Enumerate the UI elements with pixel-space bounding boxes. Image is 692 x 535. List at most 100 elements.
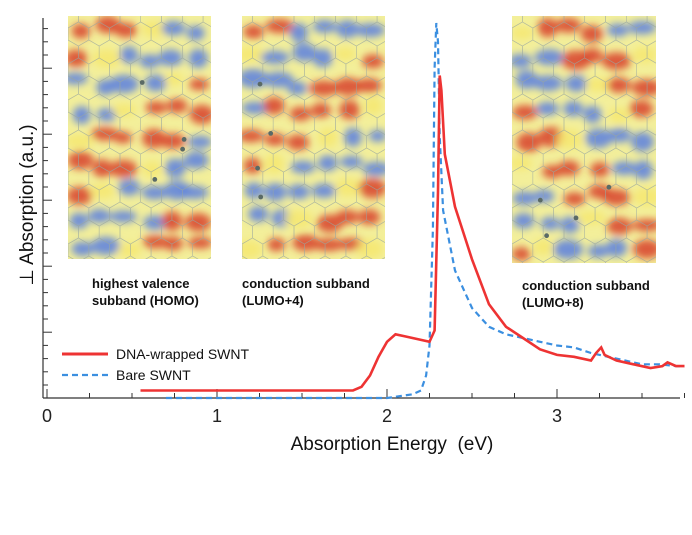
lattice-hexagon	[242, 99, 243, 113]
lattice-hexagon	[481, 40, 502, 64]
lattice-hexagon	[202, 149, 211, 171]
lattice-hexagon	[172, 0, 193, 10]
orbital-lobe	[242, 129, 265, 143]
orbital-lobe	[363, 96, 383, 116]
orbital-lobe	[142, 235, 169, 249]
orbital-lobe	[142, 161, 163, 178]
lattice-hexagon	[388, 22, 409, 46]
lattice-hexagon	[658, 0, 679, 10]
lattice-hexagon	[242, 135, 243, 149]
lattice-hexagon	[646, 112, 656, 136]
orbital-lobe	[633, 187, 656, 207]
orbital-lobe	[187, 236, 211, 249]
lattice-hexagon	[214, 202, 235, 226]
orbital-lobe	[242, 68, 268, 89]
lattice-hexagon	[37, 4, 58, 28]
orbital-lobe	[316, 214, 343, 233]
lattice-atom-marker	[606, 184, 612, 190]
orbital-lobe	[242, 240, 263, 259]
orbital-lobe	[334, 47, 356, 61]
orbital-lobe	[606, 217, 633, 235]
lattice-hexagon	[376, 41, 385, 63]
orbital-lobe	[287, 184, 310, 200]
orbital-lobe	[243, 24, 264, 39]
orbital-map-lumo-8	[481, 0, 679, 263]
orbital-lobe	[533, 238, 554, 256]
lattice-hexagon	[658, 22, 679, 46]
orbital-lobe	[601, 52, 632, 70]
lattice-hexagon	[284, 0, 305, 10]
orbital-lobe	[557, 160, 580, 176]
orbital-lobe	[110, 210, 137, 223]
lattice-hexagon	[37, 148, 58, 172]
orbital-lobe	[289, 106, 312, 122]
orbital-lobe	[292, 43, 317, 62]
lattice-hexagon	[211, 112, 232, 136]
lattice-atom-marker	[180, 146, 186, 152]
lattice-hexagon	[193, 0, 214, 10]
lattice-hexagon	[242, 0, 263, 10]
orbital-lobe	[164, 72, 184, 86]
orbital-lobe	[142, 128, 166, 149]
series-line-bare-swnt	[166, 22, 685, 400]
lattice-hexagon	[68, 63, 69, 77]
x-axis-title: Absorption Energy (eV)	[291, 434, 494, 455]
lattice-hexagon	[512, 63, 513, 77]
lattice-hexagon	[512, 135, 513, 149]
lattice-atom-marker	[139, 80, 145, 85]
lattice-hexagon	[512, 27, 513, 41]
legend-label-bare: Bare SWNT	[116, 367, 191, 383]
lattice-hexagon	[658, 130, 679, 154]
lattice-hexagon	[388, 202, 409, 226]
inset-caption-1-line-2: (LUMO+4)	[242, 293, 304, 308]
lattice-atom-marker	[573, 215, 579, 221]
orbital-lobe	[563, 101, 584, 117]
lattice-hexagon	[37, 256, 58, 280]
lattice-hexagon	[388, 0, 409, 10]
orbital-lobe	[556, 129, 583, 150]
orbital-lobe	[632, 219, 656, 232]
orbital-lobe	[565, 75, 588, 92]
lattice-hexagon	[68, 27, 69, 41]
lattice-hexagon	[481, 112, 502, 136]
orbital-lobe	[368, 129, 385, 142]
lattice-hexagon	[388, 238, 409, 262]
orbital-lobe	[161, 211, 183, 231]
orbital-lobe	[336, 20, 359, 39]
lattice-hexagon	[68, 135, 69, 149]
orbital-lobe	[583, 105, 602, 124]
orbital-lobe	[160, 133, 186, 149]
lattice-hexagon	[388, 94, 409, 118]
lattice-hexagon	[388, 130, 409, 154]
orbital-lobe	[563, 192, 586, 206]
orbital-lobe	[264, 183, 287, 202]
orbital-lobe	[88, 208, 111, 224]
orbital-lobe	[287, 81, 307, 95]
orbital-lobe	[166, 98, 188, 114]
orbital-lobe	[112, 103, 137, 117]
orbital-lobe	[308, 80, 339, 97]
orbital-lobe	[69, 212, 89, 229]
lattice-hexagon	[110, 0, 131, 10]
orbital-lobe	[180, 185, 209, 200]
lattice-hexagon	[221, 0, 242, 10]
orbital-lobe	[356, 239, 384, 259]
lattice-hexagon	[381, 257, 385, 259]
orbital-lobe	[560, 216, 580, 234]
orbital-lobe	[576, 211, 607, 225]
orbital-lobe	[607, 23, 629, 37]
orbital-lobe	[361, 54, 384, 69]
lattice-hexagon	[346, 0, 367, 10]
lattice-hexagon	[388, 58, 409, 82]
lattice-hexagon	[242, 27, 243, 41]
x-tick-label-1: 1	[212, 406, 222, 426]
lattice-hexagon	[512, 207, 513, 221]
lattice-hexagon	[481, 4, 502, 28]
orbital-lobe	[263, 97, 285, 115]
orbital-lobe	[512, 156, 532, 171]
orbital-lobe	[533, 75, 563, 91]
orbital-lobe	[119, 46, 139, 64]
orbital-lobe	[533, 189, 555, 203]
lattice-hexagon	[68, 243, 69, 257]
orbital-lobe	[512, 54, 532, 68]
